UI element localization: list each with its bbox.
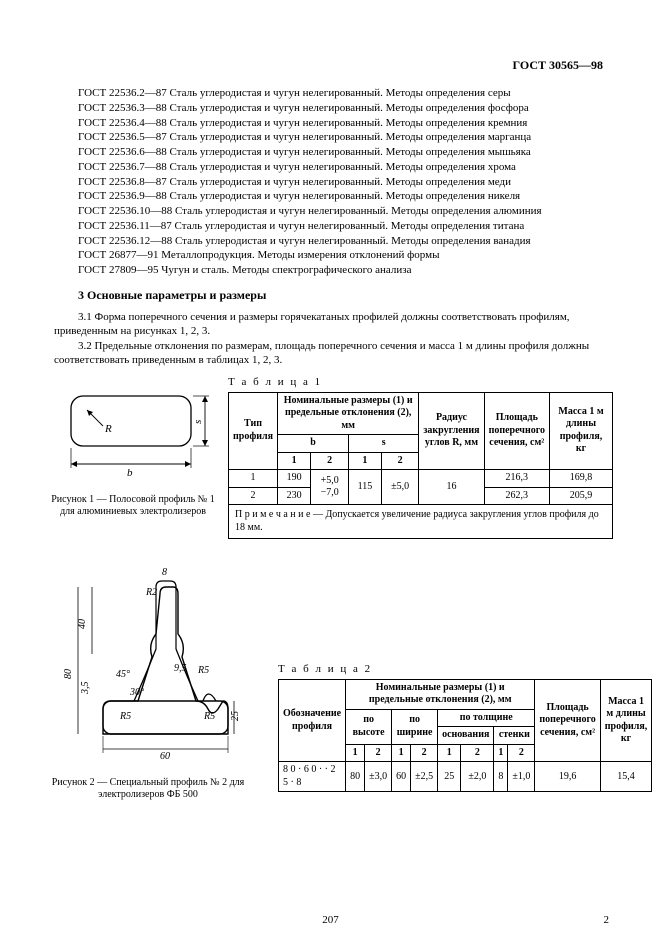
- figure-2: 8 R2 40 80 3,5 45° 30° 9,5 R5 R5 R5 25 6…: [48, 559, 248, 801]
- t1-h-mass: Масса 1 м длины профиля, кг: [550, 392, 613, 470]
- table-1-wrap: Т а б л и ц а 1 Тип профиля Номинальные …: [228, 376, 613, 539]
- t1-h-area: Площадь поперечного сечения, см²: [484, 392, 549, 470]
- t2-h-thick: по толщине: [438, 709, 535, 727]
- t2-h-nom: Номинальные размеры (1) и предельные отк…: [346, 679, 535, 709]
- svg-text:8: 8: [162, 567, 167, 578]
- svg-text:9,5: 9,5: [174, 663, 187, 674]
- gost-ref: ГОСТ 26877—91 Металлопродукция. Методы и…: [78, 249, 613, 263]
- gost-ref: ГОСТ 22536.10—88 Сталь углеродистая и чу…: [78, 205, 613, 219]
- gost-ref: ГОСТ 22536.4—88 Сталь углеродистая и чуг…: [78, 117, 613, 131]
- t2-h-area: Площадь поперечного сечения, см²: [535, 679, 600, 762]
- gost-ref: ГОСТ 27809—95 Чугун и сталь. Методы спек…: [78, 264, 613, 278]
- figure-1-svg: R b s: [53, 376, 213, 486]
- t2-w1: 60: [392, 762, 411, 792]
- t2-h-wall: стенки: [494, 727, 535, 745]
- fig1-s-label: s: [192, 419, 204, 423]
- gost-ref: ГОСТ 22536.6—88 Сталь углеродистая и чуг…: [78, 146, 613, 160]
- svg-text:40: 40: [77, 619, 88, 629]
- figure-2-svg: 8 R2 40 80 3,5 45° 30° 9,5 R5 R5 R5 25 6…: [48, 559, 248, 769]
- table-1-label: Т а б л и ц а 1: [228, 376, 613, 390]
- t2-h-desig: Обозначение профиля: [279, 679, 346, 762]
- fig1-b-label: b: [127, 467, 133, 479]
- t2-h2: ±3,0: [365, 762, 392, 792]
- figure-1: R b s Рисунок 1 — Полосовой профиль № 1 …: [48, 376, 218, 518]
- t1-s2: ±5,0: [381, 470, 419, 505]
- svg-text:R5: R5: [203, 711, 215, 722]
- paragraph-3-2: 3.2 Предельные отклонения по размерам, п…: [54, 340, 607, 368]
- section-heading: 3 Основные параметры и размеры: [78, 288, 613, 303]
- svg-text:R2: R2: [145, 587, 157, 598]
- t1-note: П р и м е ч а н и е — Допускается увелич…: [229, 505, 613, 539]
- t1-h-type: Тип профиля: [229, 392, 278, 470]
- t2-area: 19,6: [535, 762, 600, 792]
- svg-text:45°: 45°: [116, 669, 130, 680]
- t1-b1: 230: [278, 487, 311, 505]
- t2-tw1: 8: [494, 762, 508, 792]
- gost-ref: ГОСТ 22536.8—87 Сталь углеродистая и чуг…: [78, 176, 613, 190]
- svg-text:R5: R5: [119, 711, 131, 722]
- gost-ref: ГОСТ 22536.3—88 Сталь углеродистая и чуг…: [78, 102, 613, 116]
- gost-ref: ГОСТ 22536.9—88 Сталь углеродистая и чуг…: [78, 190, 613, 204]
- svg-text:3,5: 3,5: [80, 682, 91, 696]
- t2-h-base: основания: [438, 727, 494, 745]
- t1-b1: 190: [278, 470, 311, 488]
- t1-b2: +5,0 −7,0: [311, 470, 349, 505]
- t1-h-b: b: [278, 435, 349, 453]
- figure-1-caption: Рисунок 1 — Полосовой профиль № 1 для ал…: [48, 494, 218, 518]
- doc-id: ГОСТ 30565—98: [48, 58, 603, 73]
- t1-mass: 169,8: [550, 470, 613, 488]
- t2-h-height: по высоте: [346, 709, 392, 744]
- table-2-wrap: Т а б л и ц а 2 Обозначение профиля Номи…: [278, 663, 652, 792]
- fig1-R-label: R: [104, 423, 112, 435]
- t1-h-R: Радиус закругления углов R, мм: [419, 392, 484, 470]
- t2-mass: 15,4: [600, 762, 652, 792]
- svg-text:30°: 30°: [129, 687, 144, 698]
- table-1: Тип профиля Номинальные размеры (1) и пр…: [228, 392, 613, 540]
- svg-text:60: 60: [160, 751, 170, 762]
- t2-h-width: по ширине: [392, 709, 438, 744]
- gost-ref: ГОСТ 22536.12—88 Сталь углеродистая и чу…: [78, 235, 613, 249]
- t1-h-nom: Номинальные размеры (1) и предельные отк…: [278, 392, 419, 435]
- t2-w2: ±2,5: [411, 762, 438, 792]
- t1-s1: 115: [349, 470, 382, 505]
- t2-h1: 80: [346, 762, 365, 792]
- gost-ref: ГОСТ 22536.2—87 Сталь углеродистая и чуг…: [78, 87, 613, 101]
- t2-tb2: ±2,0: [461, 762, 494, 792]
- figure-2-caption: Рисунок 2 — Специальный профиль № 2 для …: [48, 777, 248, 801]
- t1-area: 262,3: [484, 487, 549, 505]
- table-2: Обозначение профиля Номинальные размеры …: [278, 679, 652, 793]
- t2-h-mass: Масса 1 м длины профиля, кг: [600, 679, 652, 762]
- svg-text:R5: R5: [197, 665, 209, 676]
- t2-tw2: ±1,0: [508, 762, 535, 792]
- gost-ref: ГОСТ 22536.7—88 Сталь углеродистая и чуг…: [78, 161, 613, 175]
- gost-ref: ГОСТ 22536.11—87 Сталь углеродистая и чу…: [78, 220, 613, 234]
- gost-references: ГОСТ 22536.2—87 Сталь углеродистая и чуг…: [78, 87, 613, 278]
- t1-R: 16: [419, 470, 484, 505]
- t2-tb1: 25: [438, 762, 461, 792]
- t1-type: 1: [229, 470, 278, 488]
- t2-desig: 8 0 · 6 0 · · 2 5 · 8: [279, 762, 346, 792]
- paragraph-3-1: 3.1 Форма поперечного сечения и размеры …: [54, 311, 607, 339]
- svg-text:25: 25: [230, 711, 241, 721]
- t1-h-s: s: [349, 435, 419, 453]
- t1-type: 2: [229, 487, 278, 505]
- gost-ref: ГОСТ 22536.5—87 Сталь углеродистая и чуг…: [78, 131, 613, 145]
- footer-page-right: 2: [604, 914, 610, 928]
- t1-area: 216,3: [484, 470, 549, 488]
- t1-mass: 205,9: [550, 487, 613, 505]
- footer-page-center: 207: [322, 914, 339, 928]
- svg-text:80: 80: [63, 669, 74, 679]
- table-2-label: Т а б л и ц а 2: [278, 663, 652, 677]
